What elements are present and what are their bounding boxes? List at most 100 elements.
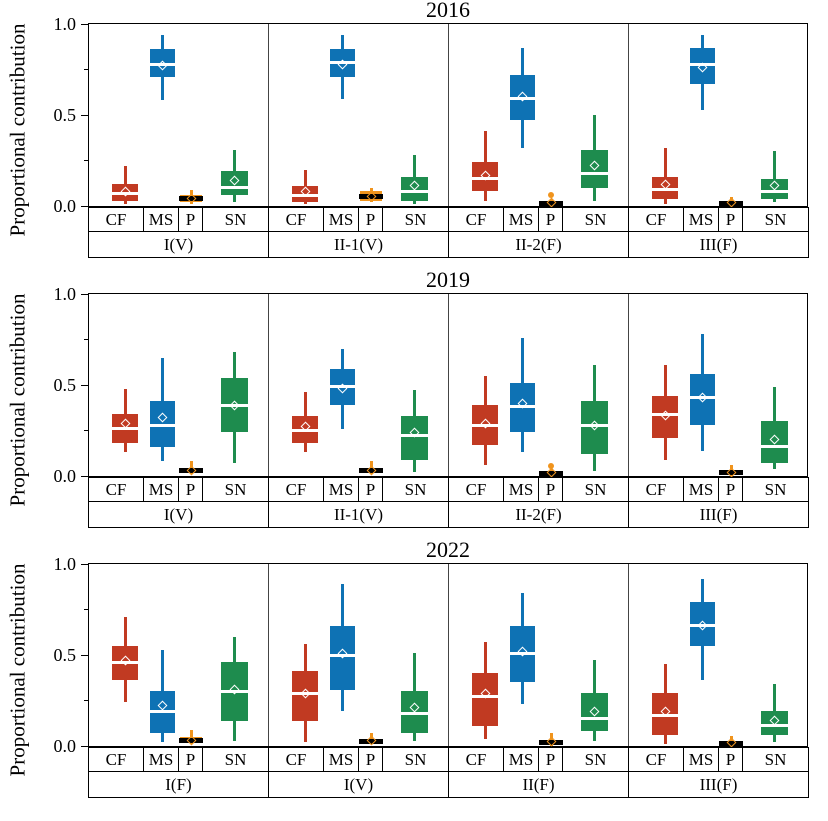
- y-axis-label: Proportional contribution: [5, 23, 30, 237]
- group-separator: [268, 294, 269, 476]
- group-label-row: I(V) II-1(V) II-2(F) III(F): [88, 231, 809, 258]
- category-cell-sn: SN: [562, 207, 629, 232]
- category-cell-p: P: [358, 207, 383, 232]
- median-line: [112, 427, 138, 431]
- median-line: [220, 403, 248, 407]
- category-cell-ms: MS: [143, 477, 179, 502]
- y-major-tick: [81, 205, 88, 207]
- plot-area: [88, 23, 808, 208]
- whisker-p: [549, 733, 553, 746]
- category-cell-sn: SN: [202, 477, 269, 502]
- y-tick-label: 0.0: [53, 736, 77, 756]
- group-cell: II-2(F): [448, 231, 629, 258]
- box-cf: [472, 673, 498, 726]
- panel-title: 2016: [426, 0, 470, 22]
- mean-marker-p: [366, 735, 376, 746]
- category-cell-cf: CF: [268, 477, 324, 502]
- median-line-p: [539, 200, 563, 206]
- group-separator: [448, 294, 449, 476]
- box-ms: [689, 374, 715, 426]
- y-major-tick: [81, 654, 88, 656]
- median-line-p: [179, 738, 203, 744]
- category-cell-sn: SN: [382, 477, 449, 502]
- median-line-p: [539, 739, 563, 745]
- category-cell-ms: MS: [503, 207, 539, 232]
- median-line: [689, 396, 715, 400]
- y-tick-label: 0.5: [53, 375, 77, 395]
- group-cell: I(F): [88, 771, 269, 798]
- median-line: [652, 713, 678, 717]
- category-cell-cf: CF: [628, 477, 684, 502]
- y-minor-tick: [84, 609, 88, 610]
- median-line: [292, 691, 318, 695]
- group-cell: II-2(F): [448, 501, 629, 528]
- box-sn: [760, 711, 788, 736]
- y-major-tick: [81, 745, 88, 747]
- plot-area: [88, 563, 808, 748]
- group-cell: III(F): [628, 231, 809, 258]
- category-cell-ms: MS: [683, 207, 719, 232]
- group-cell: I(V): [88, 501, 269, 528]
- y-tick-label: 1.0: [53, 284, 77, 304]
- category-cell-p: P: [538, 207, 563, 232]
- median-line: [652, 188, 678, 192]
- median-line: [509, 651, 535, 655]
- median-line: [509, 405, 535, 409]
- mean-marker-p: [726, 197, 736, 208]
- median-line: [149, 62, 175, 66]
- panel-2016: 2016 Proportional contribution CF MS P SN CF…: [0, 0, 828, 270]
- whisker-sn: [772, 151, 776, 203]
- median-line: [292, 193, 318, 197]
- mean-marker-p: [546, 197, 556, 208]
- category-label-row: CF MS P SN CF MS P SN CF MS P SN CF MS P SN: [88, 477, 809, 502]
- group-separator: [268, 24, 269, 206]
- box-cf: [652, 176, 678, 199]
- panel-2019: 2019 Proportional contribution CF MS P SN CF…: [0, 267, 828, 540]
- plot-area: [88, 293, 808, 478]
- category-cell-ms: MS: [323, 747, 359, 772]
- category-cell-ms: MS: [143, 747, 179, 772]
- group-cell: I(V): [268, 771, 449, 798]
- median-line-p: [359, 738, 383, 744]
- median-line: [509, 97, 535, 101]
- y-tick-label: 0.5: [53, 645, 77, 665]
- y-minor-tick: [84, 430, 88, 431]
- category-cell-p: P: [178, 207, 203, 232]
- category-cell-p: P: [538, 477, 563, 502]
- category-cell-cf: CF: [268, 747, 324, 772]
- category-cell-sn: SN: [202, 747, 269, 772]
- median-line-p: [539, 470, 563, 476]
- median-line: [580, 423, 608, 427]
- category-cell-sn: SN: [382, 207, 449, 232]
- category-cell-p: P: [178, 747, 203, 772]
- box-cf: [472, 162, 498, 192]
- group-cell: II-1(V): [268, 501, 449, 528]
- group-separator: [628, 564, 629, 746]
- group-separator: [448, 564, 449, 746]
- median-line: [689, 62, 715, 66]
- median-line: [329, 653, 355, 657]
- box-ms: [689, 602, 715, 646]
- category-cell-sn: SN: [742, 207, 809, 232]
- outlier-point: [548, 462, 554, 469]
- group-separator: [628, 294, 629, 476]
- y-tick-label: 1.0: [53, 554, 77, 574]
- y-major-tick: [81, 384, 88, 386]
- box-sn: [580, 401, 608, 455]
- median-line-p: [179, 468, 203, 474]
- box-sn: [760, 178, 788, 199]
- category-cell-cf: CF: [268, 207, 324, 232]
- category-cell-ms: MS: [323, 477, 359, 502]
- y-minor-tick: [84, 160, 88, 161]
- category-cell-cf: CF: [628, 747, 684, 772]
- category-cell-sn: SN: [202, 207, 269, 232]
- panel-title: 2019: [426, 267, 470, 292]
- group-cell: I(V): [88, 231, 269, 258]
- category-cell-p: P: [358, 477, 383, 502]
- category-cell-p: P: [718, 477, 743, 502]
- panel-title: 2022: [426, 537, 470, 562]
- group-cell: II(F): [448, 771, 629, 798]
- box-sn: [400, 176, 428, 201]
- group-cell: II-1(V): [268, 231, 449, 258]
- group-cell: III(F): [628, 771, 809, 798]
